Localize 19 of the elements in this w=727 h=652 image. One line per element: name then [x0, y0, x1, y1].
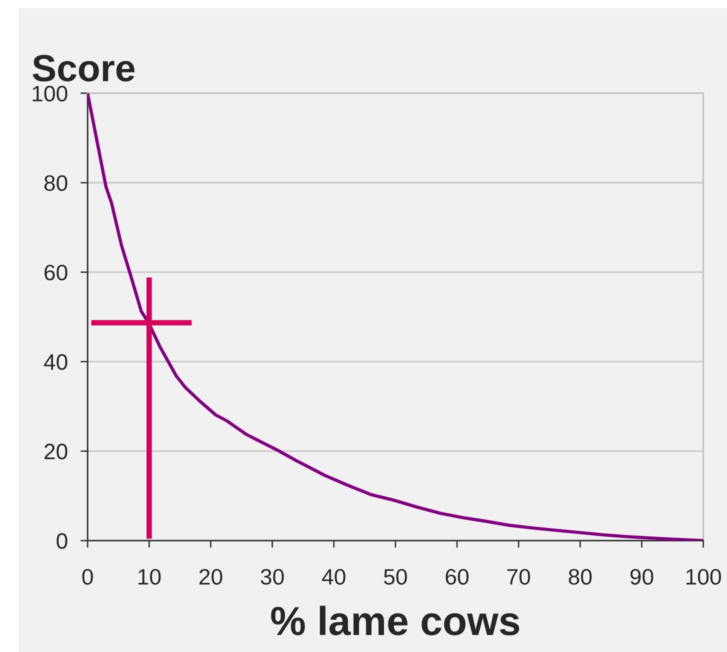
y-tick-label: 80: [44, 175, 68, 191]
y-tick-label: 20: [44, 444, 68, 460]
x-tick-label: 30: [260, 568, 284, 585]
x-tick-label: 80: [568, 568, 592, 585]
x-tick-label: 40: [322, 568, 346, 585]
x-tick-label: 0: [82, 568, 93, 585]
y-tick-label: 100: [32, 86, 68, 102]
x-tick-label: 70: [507, 568, 530, 585]
y-tick-label: 40: [44, 354, 68, 370]
y-tick-label: 60: [44, 264, 68, 280]
y-axis-title: Score: [32, 54, 135, 82]
x-tick-label: 100: [686, 568, 721, 585]
x-tick-label: 20: [200, 568, 222, 585]
x-tick-label: 50: [384, 568, 407, 585]
x-tick-label: 90: [630, 568, 654, 585]
x-axis-title: % lame cows: [271, 606, 520, 636]
x-tick-label: 10: [138, 568, 161, 585]
y-tick-label: 0: [56, 533, 68, 549]
x-tick-label: 60: [446, 568, 469, 585]
